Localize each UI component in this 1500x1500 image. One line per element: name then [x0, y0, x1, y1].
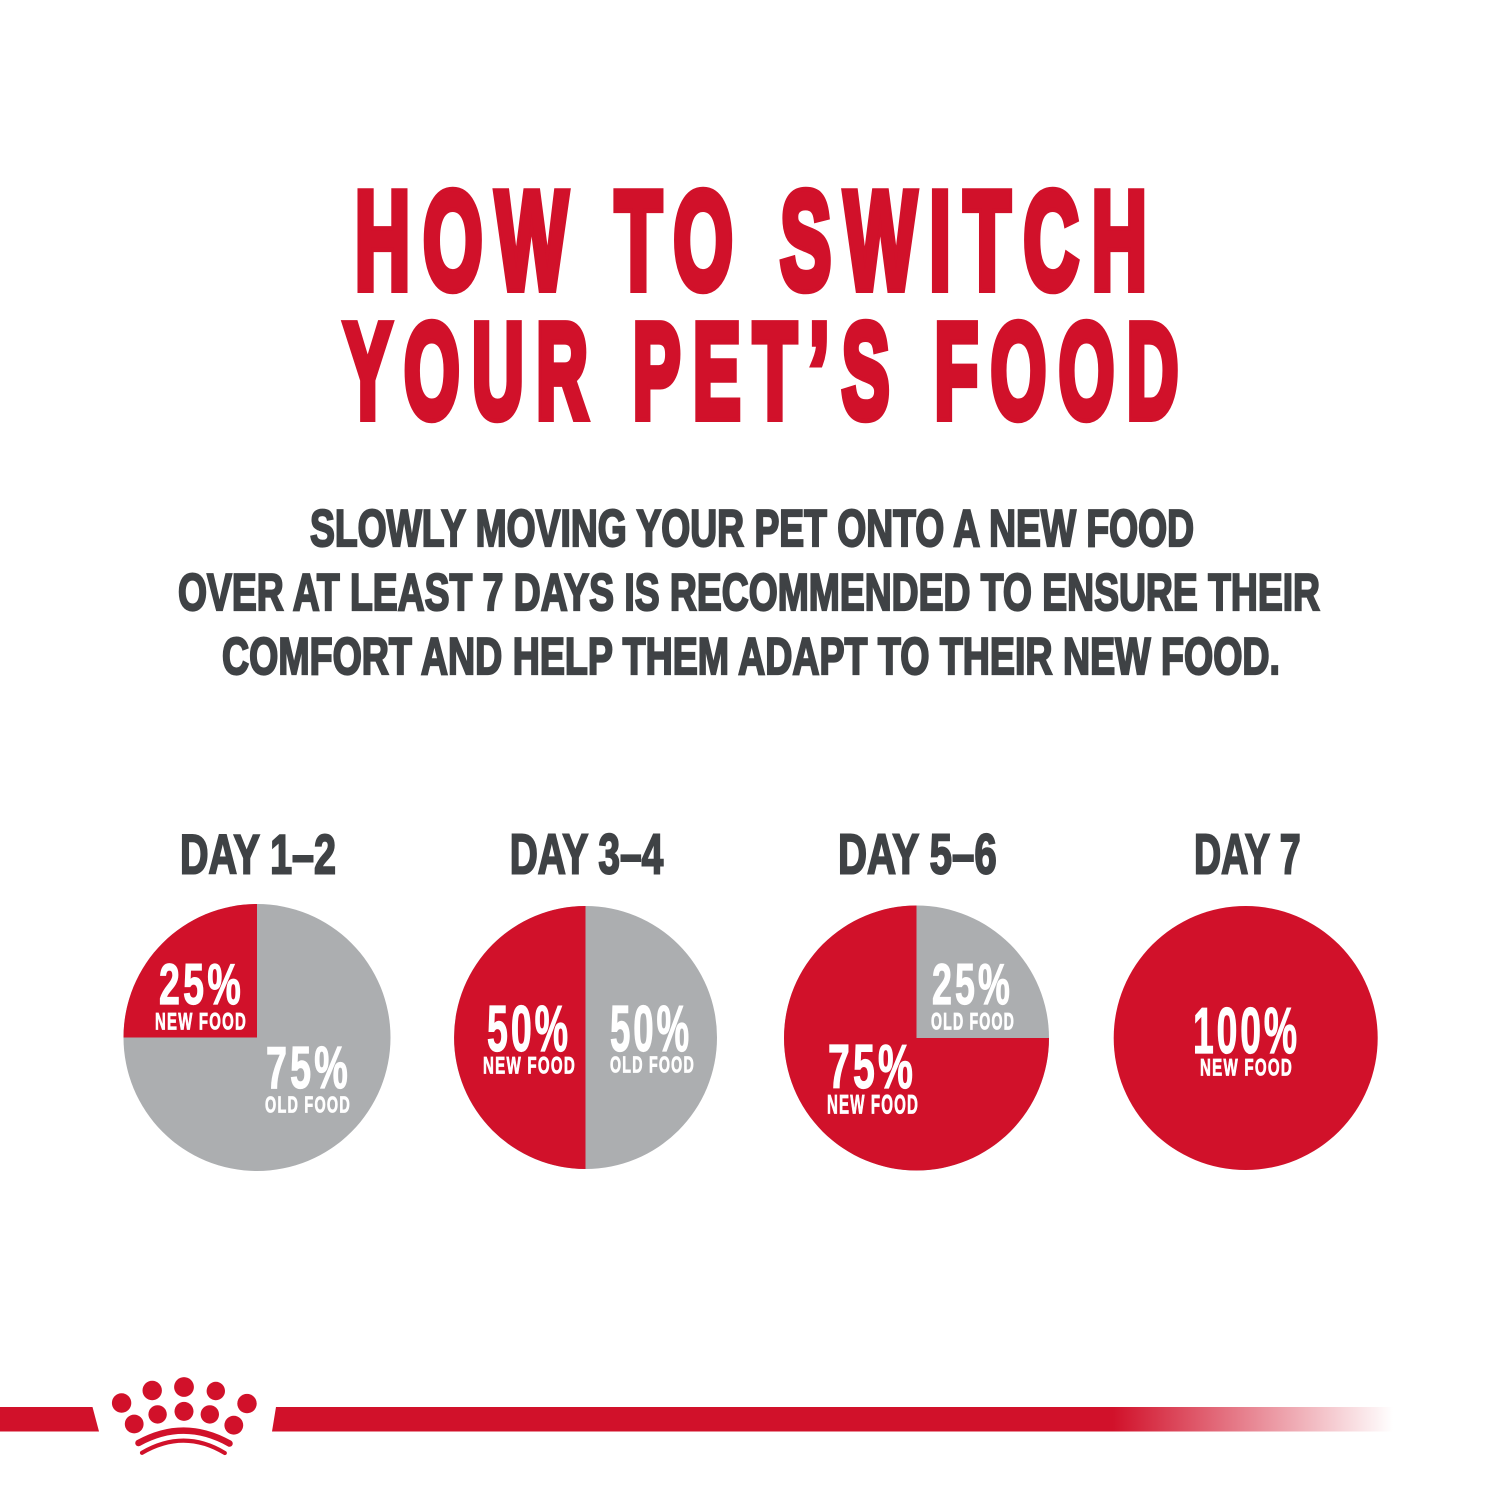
svg-text:YOUR PET’S FOOD: YOUR PET’S FOOD [344, 297, 1191, 446]
svg-text:NEW FOOD: NEW FOOD [827, 1090, 919, 1120]
svg-text:DAY 3–4: DAY 3–4 [510, 822, 664, 885]
svg-text:OLD FOOD: OLD FOOD [931, 1009, 1015, 1036]
svg-text:DAY 7: DAY 7 [1194, 822, 1301, 885]
svg-text:OLD FOOD: OLD FOOD [610, 1052, 695, 1078]
svg-text:100%: 100% [1193, 994, 1300, 1067]
svg-text:NEW FOOD: NEW FOOD [483, 1053, 576, 1080]
svg-text:50%: 50% [487, 992, 571, 1065]
svg-text:COMFORT AND HELP THEM ADAPT TO: COMFORT AND HELP THEM ADAPT TO THEIR NEW… [222, 628, 1280, 686]
svg-text:25%: 25% [159, 953, 244, 1017]
svg-text:75%: 75% [828, 1033, 916, 1102]
svg-text:25%: 25% [932, 953, 1013, 1017]
svg-text:OVER AT LEAST 7 DAYS IS RECOMM: OVER AT LEAST 7 DAYS IS RECOMMENDED TO E… [178, 564, 1320, 622]
svg-text:75%: 75% [266, 1034, 351, 1101]
svg-text:NEW FOOD: NEW FOOD [1200, 1055, 1293, 1082]
svg-text:DAY 5–6: DAY 5–6 [838, 822, 997, 885]
svg-text:HOW TO SWITCH: HOW TO SWITCH [355, 164, 1160, 318]
svg-text:OLD FOOD: OLD FOOD [265, 1092, 351, 1118]
svg-text:SLOWLY MOVING YOUR PET ONTO A: SLOWLY MOVING YOUR PET ONTO A NEW FOOD [310, 500, 1194, 558]
svg-text:DAY 1–2: DAY 1–2 [180, 823, 336, 885]
svg-text:NEW FOOD: NEW FOOD [155, 1009, 247, 1036]
svg-text:50%: 50% [610, 992, 692, 1065]
